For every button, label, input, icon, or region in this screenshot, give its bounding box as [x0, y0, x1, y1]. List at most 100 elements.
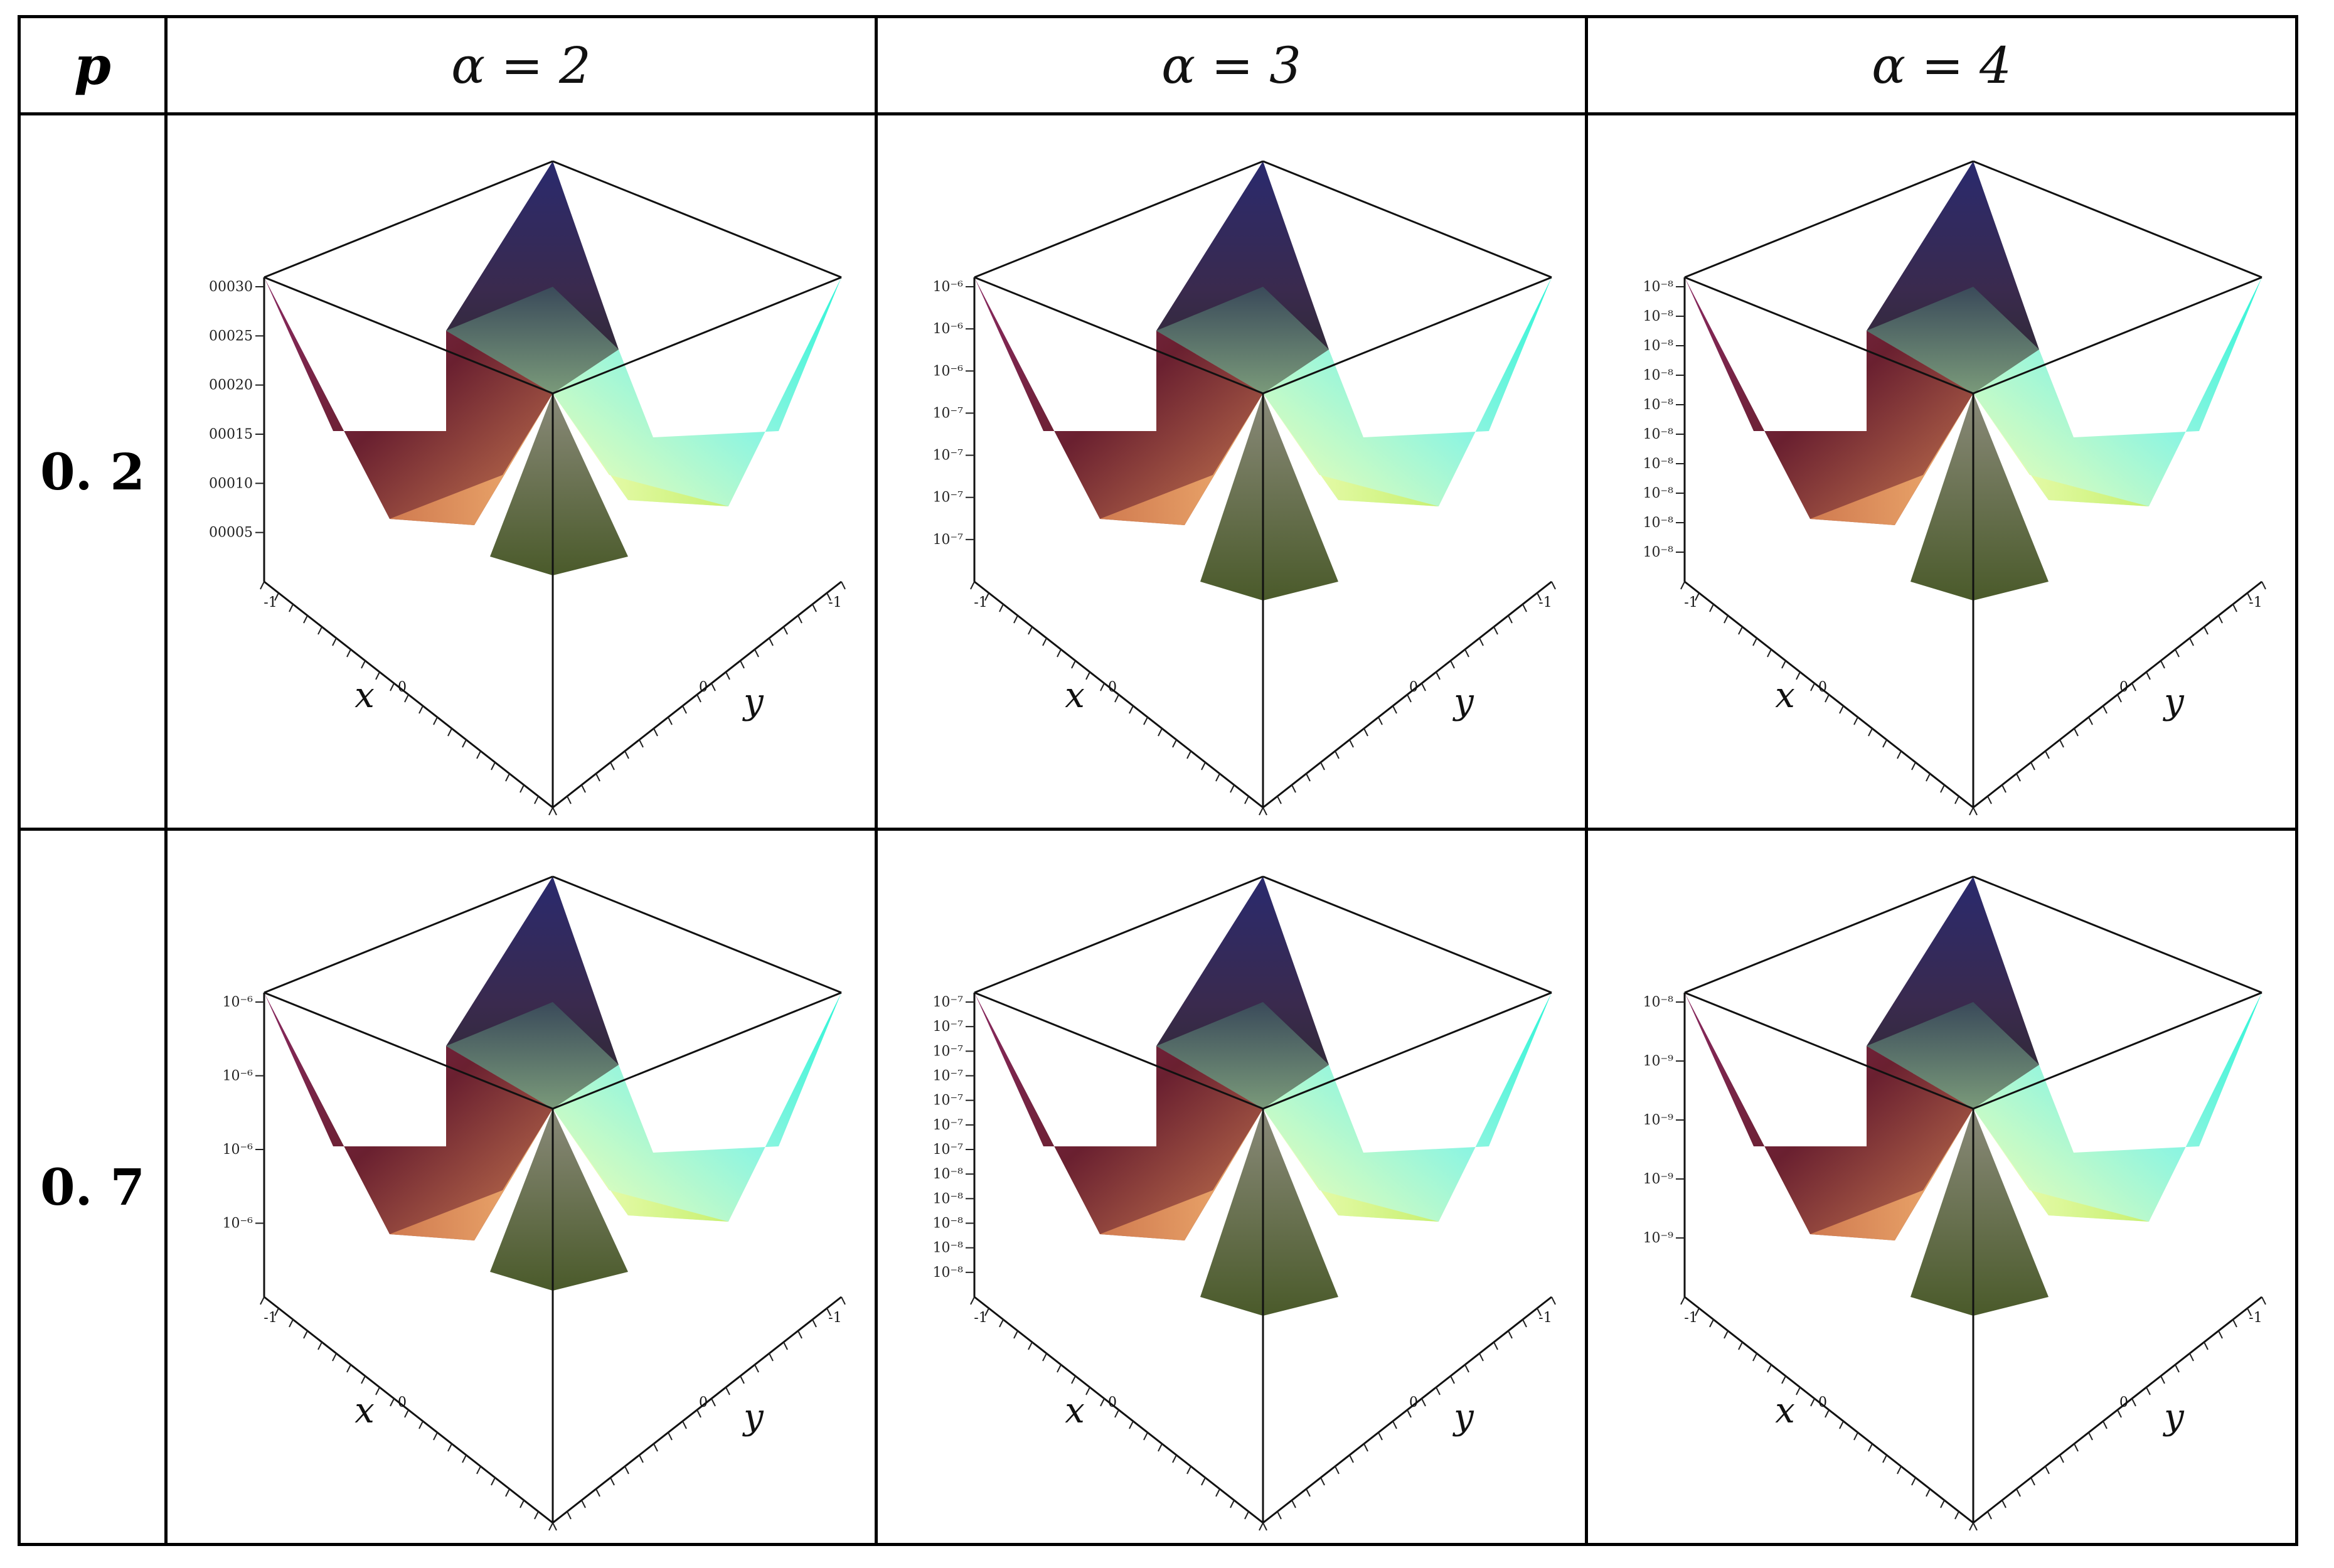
- z-tick-label: 10⁻⁸: [1643, 995, 1673, 1010]
- plot-cell: 10⁻⁸ 10⁻⁸ 10⁻⁸ 10⁻⁸ 10⁻⁸ 10⁻⁸ 10⁻⁸ 10⁻⁸ 10⁻⁸ 10⁻⁸…: [1585, 112, 2298, 831]
- surface-plot: 00030 00025 00020 00015 00010 00005 -1 0 -1 0 x y: [169, 124, 873, 820]
- y-tick-mark: [1464, 1364, 1469, 1372]
- z-tick-label: 00010: [209, 476, 253, 491]
- z-tick-label: 10⁻⁷: [932, 1142, 963, 1158]
- y-tick-mark: [2030, 762, 2035, 770]
- x-tick-mark: [1070, 660, 1076, 668]
- x-tick-mark: [1027, 626, 1033, 634]
- y-tick-mark: [2217, 615, 2223, 623]
- x-tick-mark: [1795, 671, 1801, 680]
- z-tick-label: 10⁻⁹: [1643, 1053, 1673, 1069]
- z-tick-label: 10⁻⁹: [1643, 1171, 1673, 1187]
- x-tick-mark: [1838, 705, 1844, 713]
- surface-front-right-panel: [1262, 393, 1439, 506]
- z-tick-label: 10⁻⁸: [1643, 545, 1673, 560]
- y-tick-label: 0: [699, 680, 708, 695]
- x-tick-mark: [375, 1387, 380, 1395]
- y-tick-mark: [2145, 1387, 2151, 1395]
- y-tick-mark: [1478, 1353, 1484, 1361]
- y-tick-mark: [1507, 615, 1513, 623]
- plot-cell: 10⁻⁶ 10⁻⁶ 10⁻⁶ 10⁻⁷ 10⁻⁷ 10⁻⁷ 10⁻⁷ -1 0 -1 0 x y: [875, 112, 1588, 831]
- y-tick-label: 0: [1409, 680, 1418, 695]
- y-tick-mark: [2261, 1296, 2266, 1304]
- frame-edge: [1262, 991, 1552, 1109]
- y-tick-mark: [811, 1319, 817, 1327]
- surface-center-panel: [445, 286, 619, 393]
- z-tick-label: 10⁻⁹: [1643, 1230, 1673, 1246]
- surface-front-right-panel: [552, 393, 728, 506]
- x-tick-mark: [1708, 1319, 1714, 1327]
- y-axis-label: y: [742, 1397, 764, 1437]
- y-tick-mark: [609, 762, 615, 770]
- x-tick-mark: [1867, 1443, 1873, 1451]
- x-tick-mark: [274, 1308, 279, 1316]
- x-tick-mark: [1781, 1375, 1786, 1384]
- y-axis-label: y: [1452, 681, 1474, 722]
- row-label-cell: 0. 7: [18, 828, 168, 1546]
- y-tick-mark: [1406, 1409, 1412, 1417]
- row-label-p: 0. 2: [40, 442, 146, 501]
- surface-front-left-panel: [389, 1108, 553, 1240]
- header-alpha-4-cell: α = 4: [1585, 15, 2298, 115]
- y-tick-mark: [2102, 1421, 2108, 1429]
- frame-edge: [263, 160, 553, 278]
- x-tick-mark: [533, 796, 539, 804]
- x-tick-mark: [1968, 1522, 1974, 1530]
- y-axis-label: y: [2162, 681, 2185, 722]
- surface-front-left-panel: [1099, 393, 1263, 525]
- x-tick-mark: [1258, 807, 1264, 815]
- x-tick-mark: [1027, 1341, 1033, 1350]
- x-tick-mark: [969, 581, 975, 589]
- y-tick-mark: [1276, 796, 1282, 804]
- x-tick-mark: [1939, 784, 1945, 792]
- y-tick-mark: [1334, 1466, 1340, 1474]
- surface-front-pyramid: [489, 393, 628, 575]
- surface-front-right-panel: [1262, 1108, 1439, 1222]
- x-tick-mark: [1723, 615, 1729, 623]
- plot-cell: 10⁻⁷ 10⁻⁷ 10⁻⁷ 10⁻⁷ 10⁻⁷ 10⁻⁷ 10⁻⁷ 10⁻⁸ 10⁻⁸ 10⁻⁸…: [875, 828, 1588, 1546]
- y-tick-mark: [1521, 604, 1527, 612]
- x-tick-mark: [1882, 739, 1887, 747]
- y-tick-mark: [739, 660, 745, 668]
- z-tick-label: 00015: [209, 427, 253, 442]
- z-tick-label: 10⁻⁸: [932, 1166, 963, 1182]
- frame-edge: [1972, 160, 2262, 278]
- x-tick-label: -1: [974, 1310, 987, 1326]
- frame-edge: [263, 991, 553, 1109]
- y-tick-label: -1: [1538, 595, 1552, 611]
- x-tick-mark: [1882, 1454, 1887, 1463]
- surface-left-panel: [264, 992, 553, 1240]
- x-tick-mark: [1171, 1454, 1177, 1463]
- y-tick-mark: [1478, 637, 1484, 646]
- frame-edge: [552, 875, 842, 993]
- x-axis-label: x: [1775, 675, 1795, 716]
- x-tick-mark: [403, 694, 409, 702]
- y-tick-mark: [1464, 649, 1469, 657]
- y-tick-mark: [566, 796, 572, 804]
- surface-plot-svg: 10⁻⁶ 10⁻⁶ 10⁻⁶ 10⁻⁶ -1 0 -1 0 x y: [222, 875, 846, 1530]
- x-tick-mark: [1186, 750, 1191, 759]
- z-tick-label: 10⁻⁷: [932, 1043, 963, 1059]
- x-axis-label: x: [1775, 1390, 1795, 1431]
- y-tick-mark: [580, 784, 586, 792]
- x-tick-mark: [418, 1421, 424, 1429]
- x-tick-mark: [1809, 1398, 1815, 1406]
- y-tick-mark: [2087, 1432, 2093, 1440]
- x-tick-mark: [1896, 1466, 1902, 1474]
- z-tick-label: 10⁻⁸: [1643, 486, 1673, 501]
- y-tick-mark: [1377, 717, 1383, 725]
- frame-edge: [1262, 875, 1552, 993]
- header-alpha-2: α = 2: [451, 36, 591, 95]
- y-tick-mark: [2217, 1330, 2223, 1338]
- x-tick-mark: [504, 1488, 510, 1496]
- x-tick-mark: [533, 1511, 539, 1519]
- surface-front-pyramid: [1910, 1108, 2049, 1316]
- y-tick-mark: [725, 1387, 730, 1395]
- y-tick-mark: [552, 807, 557, 815]
- plot-cell: 00030 00025 00020 00015 00010 00005 -1 0 -1 0 x y: [164, 112, 878, 831]
- y-tick-mark: [1392, 1421, 1397, 1429]
- x-tick-mark: [1200, 1477, 1206, 1485]
- x-tick-mark: [1013, 1330, 1018, 1338]
- frame-edge: [1683, 991, 1974, 1109]
- x-tick-mark: [1824, 694, 1830, 702]
